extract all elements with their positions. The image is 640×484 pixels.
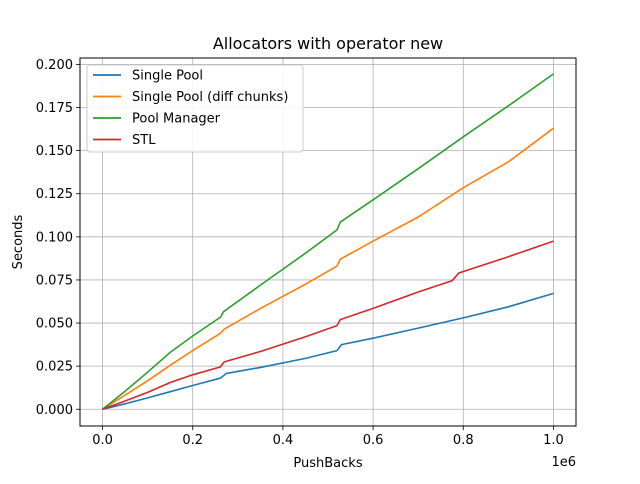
y-tick-label: 0.100 — [36, 230, 73, 245]
y-axis-label: Seconds — [11, 214, 26, 269]
chart-legend: Single Pool Single Pool (diff chunks) Pool… — [86, 64, 304, 153]
x-axis-label: PushBacks — [293, 456, 362, 471]
series-line — [102, 292, 554, 411]
series-line — [102, 127, 554, 410]
y-tick-label: 0.125 — [36, 187, 73, 202]
x-tick-label: 0.8 — [453, 433, 474, 448]
series-lines — [101, 73, 554, 411]
legend-label: STL — [132, 133, 156, 148]
y-tick-label: 0.075 — [36, 273, 73, 288]
y-tick-label: 0.025 — [36, 360, 73, 375]
x-axis-offset-label: 1e6 — [551, 455, 576, 470]
x-tick-label: 0.2 — [182, 433, 203, 448]
y-tick-label: 0.050 — [36, 317, 73, 332]
x-tick-label: 1.0 — [543, 433, 564, 448]
plot-frame — [79, 57, 577, 427]
chart-title: Allocators with operator new — [213, 34, 443, 53]
x-tick-label: 0.6 — [363, 433, 384, 448]
axis-ticks: 0.0 0.2 0.4 0.6 0.8 1.0 0.000 0.025 0.050 0.075 0.… — [36, 58, 564, 448]
series-line — [102, 240, 554, 411]
legend-label: Single Pool (diff chunks) — [132, 90, 288, 105]
x-tick-label: 0.0 — [92, 433, 113, 448]
legend-label: Single Pool — [132, 69, 203, 84]
legend-label: Pool Manager — [132, 112, 221, 127]
y-tick-label: 0.150 — [36, 144, 73, 159]
x-tick-label: 0.4 — [273, 433, 294, 448]
y-tick-label: 0.000 — [36, 403, 73, 418]
y-tick-label: 0.200 — [36, 58, 73, 73]
y-tick-label: 0.175 — [36, 101, 73, 116]
legend-frame — [86, 64, 304, 153]
series-line — [101, 73, 554, 410]
